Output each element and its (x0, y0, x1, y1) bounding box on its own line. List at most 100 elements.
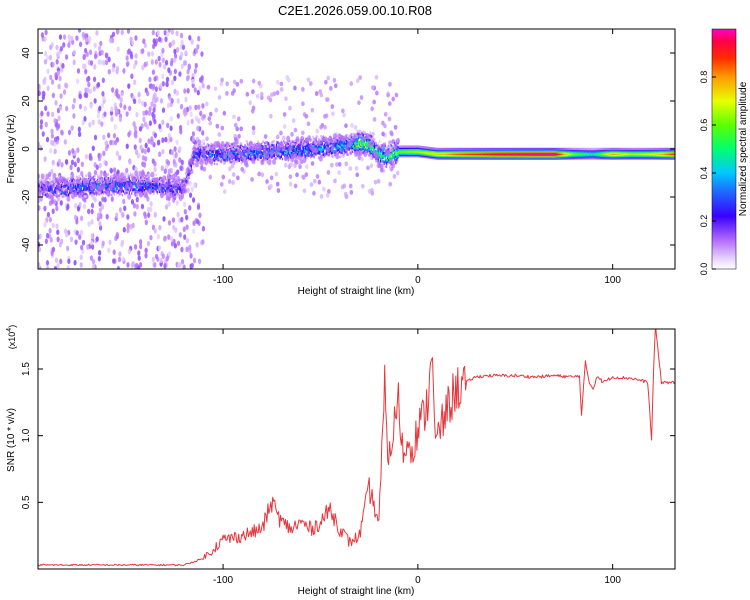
spectrogram-ridge-cell (320, 147, 322, 151)
spectrogram-speckle (158, 61, 162, 68)
spectrogram-ridge-cell (148, 185, 150, 189)
spectrogram-speckle (148, 76, 152, 83)
spectrogram-ridge-cell (191, 150, 194, 154)
spectrogram-speckle (144, 247, 148, 254)
spectrogram-ridge-cell (258, 155, 260, 158)
spectrogram-ridge-cell (100, 179, 103, 183)
spectrogram-ridge-cell (295, 148, 298, 152)
spectrogram-ridge-cell (271, 156, 273, 159)
spectrogram-ridge-cell (337, 146, 340, 149)
spectrogram-speckle (158, 123, 162, 130)
spectrogram-ridge-cell (351, 144, 354, 147)
spectrogram-speckle (164, 36, 168, 43)
spectrogram-ridge-cell (183, 183, 186, 187)
spectrogram-ridge-cell (106, 184, 108, 187)
spectrogram-speckle (358, 75, 362, 80)
spectrogram-ridge-cell (180, 185, 182, 188)
spectrogram-ridge-cell (308, 144, 311, 148)
spectrogram-ridge-cell (99, 191, 101, 195)
spectrogram-ridge-cell (292, 140, 294, 144)
spectrogram-speckle (116, 29, 120, 35)
spectrogram-ridge-cell (92, 189, 94, 192)
spectrogram-speckle (135, 111, 139, 118)
spectrogram-ridge-cell (277, 143, 279, 147)
spectrogram-speckle (100, 102, 104, 109)
spectrogram-speckle (104, 145, 108, 152)
spectrogram-speckle (388, 81, 392, 87)
spectrogram-speckle (133, 244, 138, 250)
spectrogram-speckle (138, 170, 142, 177)
spectrogram-speckle (82, 63, 86, 69)
spectrogram-speckle (78, 103, 83, 110)
spectrogram-ridge-cell (333, 137, 335, 141)
spectrogram-speckle (126, 227, 130, 234)
spectrogram-speckle (275, 134, 280, 140)
spectrogram-ridge-cell (55, 194, 57, 197)
spectrogram-ridge-cell (362, 130, 364, 133)
spectrogram-ridge-cell (321, 142, 323, 145)
spectrogram-ridge-cell (171, 183, 174, 187)
spectrogram-ridge-cell (162, 180, 164, 184)
spectrogram-ridge-cell (226, 158, 229, 161)
spectrogram-ridge-cell (150, 186, 153, 190)
spectrogram-speckle (326, 75, 331, 81)
spectrogram-ridge-cell (354, 142, 356, 145)
spectrogram-ridge-cell (77, 183, 79, 187)
spectrogram-ridge-cell (98, 176, 100, 179)
spectrogram-ridge-cell (265, 158, 267, 162)
spectrogram-ridge-cell (213, 162, 216, 165)
spectrogram-ridge-cell (231, 160, 233, 163)
spectrogram-ridge-cell (268, 148, 271, 151)
spectrogram-ridge-cell (312, 135, 314, 139)
spectrogram-ridge-cell (60, 185, 63, 188)
spectrogram-speckle (73, 259, 77, 266)
spectrogram-ridge-cell (128, 179, 131, 183)
spectrogram-ridge-cell (180, 178, 182, 181)
spectrogram-ridge-cell (113, 187, 115, 190)
spectrogram-speckle (110, 196, 114, 202)
spectrogram-ridge-cell (149, 187, 152, 190)
spectrogram-speckle (163, 236, 167, 242)
spectrogram-ridge-cell (212, 157, 215, 161)
spectrogram-ridge-cell (205, 147, 208, 151)
spectrogram-ridge-cell (326, 140, 328, 143)
spectrogram-ridge-cell (339, 145, 341, 149)
spectrogram-ridge-cell (343, 152, 346, 155)
spectrogram-ridge-cell (266, 159, 268, 162)
spectrogram-ridge-cell (67, 177, 70, 180)
spectrogram-ridge-cell (247, 156, 250, 160)
spectrogram-speckle (182, 264, 186, 269)
spectrogram-speckle (161, 119, 165, 126)
spectrogram-ridge-cell (195, 143, 197, 147)
spectrogram-ridge-cell (322, 146, 325, 150)
spectrogram-speckle (233, 122, 238, 128)
spectrogram-speckle (89, 255, 94, 261)
spectrogram-ridge-cell (140, 176, 142, 179)
spectrogram-ridge-cell (56, 195, 58, 198)
spectrogram-speckle (304, 172, 309, 177)
spectrogram-ridge-cell (171, 182, 174, 185)
spectrogram-ridge-cell (308, 151, 311, 154)
spectrogram-speckle (293, 127, 298, 133)
spectrogram-speckle (288, 105, 292, 111)
spectrogram-ridge-cell (189, 169, 191, 173)
spectrogram-ridge-cell (336, 139, 339, 142)
spectrogram-ridge-cell (266, 141, 268, 144)
spectrogram-ridge-cell (116, 179, 119, 183)
spectrogram-speckle (45, 136, 50, 143)
spectrogram-ridge-cell (348, 135, 350, 138)
spectrogram-speckle (97, 255, 101, 262)
spectrogram-ridge-cell (76, 188, 78, 191)
spectrogram-ridge-cell (157, 190, 160, 194)
spectrogram-ridge-cell (161, 190, 163, 193)
spectrogram-ridge-cell (143, 184, 146, 188)
spectrogram-ridge-cell (79, 185, 81, 188)
spectrogram-speckle (131, 39, 135, 46)
spectrogram-speckle (72, 113, 76, 119)
spectrogram-ridge-cell (128, 176, 131, 179)
spectrogram-ridge-cell (76, 190, 78, 193)
spectrogram-speckle (132, 121, 136, 127)
spectrogram-ridge-cell (367, 144, 369, 148)
spectrogram-ridge-cell (98, 193, 100, 196)
spectrogram-speckle (90, 219, 94, 225)
